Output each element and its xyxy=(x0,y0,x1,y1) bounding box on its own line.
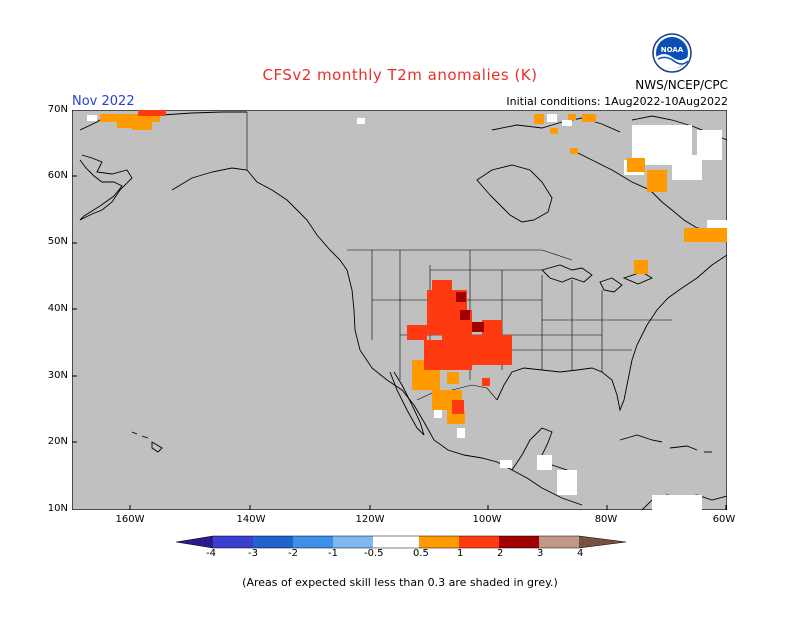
scale-label: 1 xyxy=(457,548,464,559)
scale-label: -0.5 xyxy=(364,548,384,559)
agency-label: NWS/NCEP/CPC xyxy=(635,78,728,92)
lon-label: 140W xyxy=(236,514,266,525)
forecast-month: Nov 2022 xyxy=(72,94,135,109)
scale-label: -1 xyxy=(328,548,338,559)
lat-label: 30N xyxy=(47,370,68,381)
color-scale xyxy=(176,535,626,549)
initial-conditions: Initial conditions: 1Aug2022-10Aug2022 xyxy=(506,95,728,108)
lat-label: 50N xyxy=(47,236,68,247)
lat-label: 40N xyxy=(47,303,68,314)
lat-label: 60N xyxy=(47,170,68,181)
scale-label: -3 xyxy=(248,548,258,559)
scale-label: 4 xyxy=(577,548,584,559)
lon-label: 120W xyxy=(355,514,385,525)
lon-label: 60W xyxy=(712,514,736,525)
scale-label: 2 xyxy=(497,548,504,559)
scale-label: -4 xyxy=(206,548,216,559)
lon-label: 80W xyxy=(594,514,618,525)
lon-label: 100W xyxy=(472,514,502,525)
skill-note: (Areas of expected skill less than 0.3 a… xyxy=(242,576,558,589)
scale-label: -2 xyxy=(288,548,298,559)
lat-label: 10N xyxy=(47,503,68,514)
chart-title: CFSv2 monthly T2m anomalies (K) xyxy=(262,66,538,84)
scale-label: 3 xyxy=(537,548,544,559)
svg-text:NOAA: NOAA xyxy=(661,46,684,54)
scale-label: 0.5 xyxy=(413,548,429,559)
lat-label: 70N xyxy=(47,104,68,115)
lon-label: 160W xyxy=(115,514,145,525)
noaa-logo-icon: NOAA xyxy=(652,33,692,73)
lat-label: 20N xyxy=(47,436,68,447)
anomaly-map xyxy=(72,110,727,510)
